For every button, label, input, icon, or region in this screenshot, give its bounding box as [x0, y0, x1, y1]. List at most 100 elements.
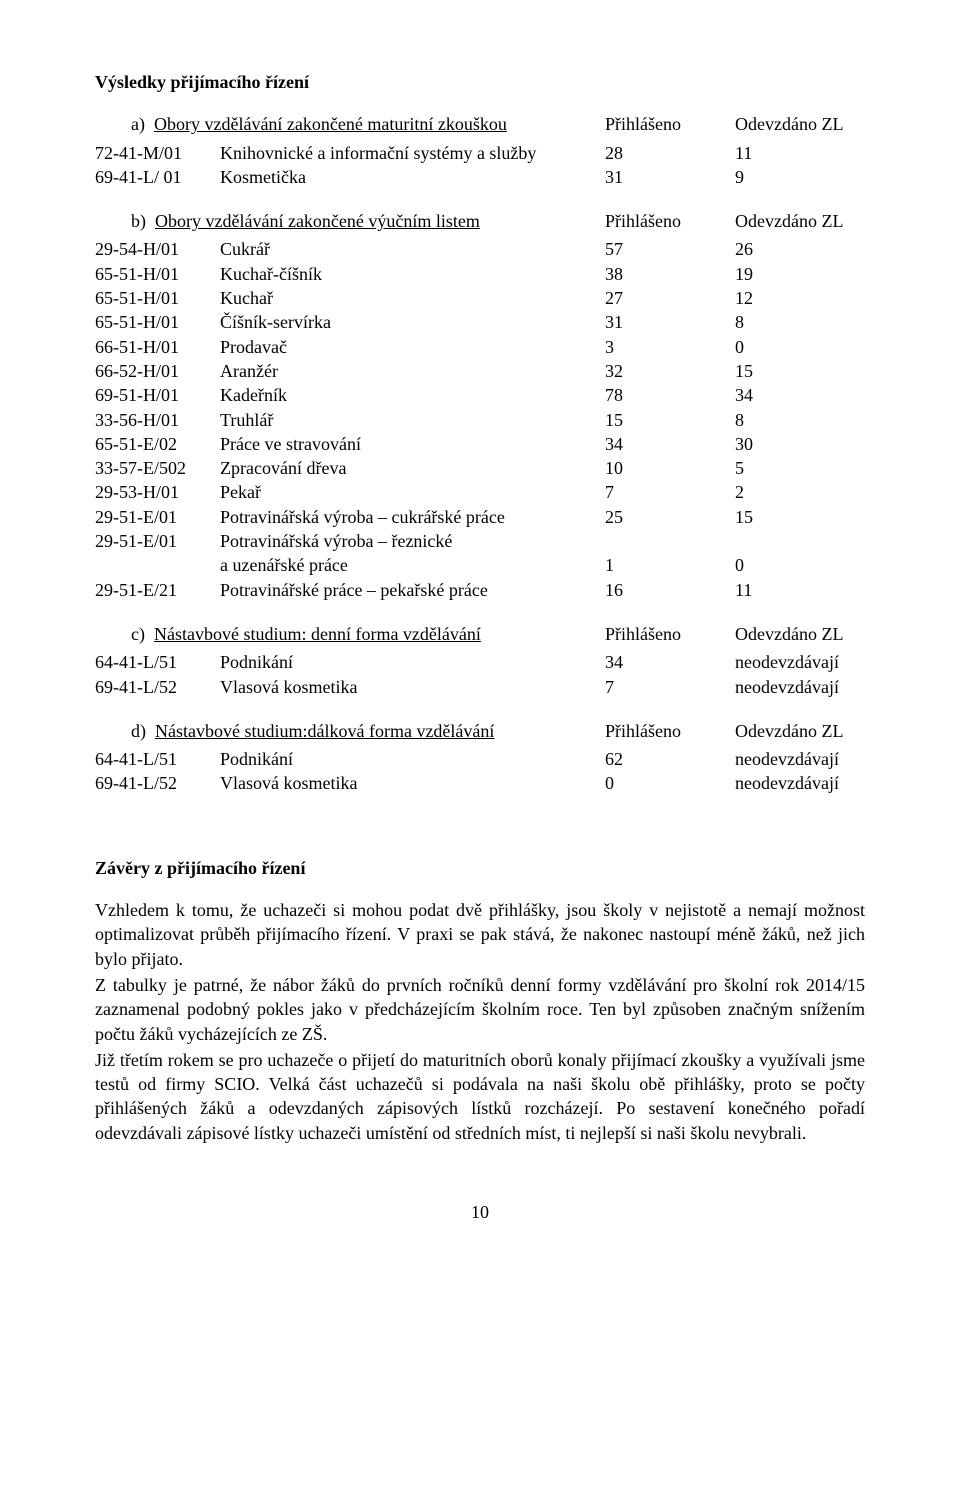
row-code: 29-51-E/01 — [95, 529, 220, 553]
row-applied: 1 — [605, 553, 735, 577]
row-code: 29-51-E/01 — [95, 505, 220, 529]
section-a: a) Obory vzdělávání zakončené maturitní … — [95, 112, 865, 189]
row-submitted: 0 — [735, 553, 865, 577]
row-name: Potravinářská výroba – řeznické — [220, 529, 605, 553]
col-header-applied: Přihlášeno — [605, 112, 735, 136]
table-row: 65-51-H/01Kuchař2712 — [95, 286, 865, 310]
row-name: Kadeřník — [220, 383, 605, 407]
paragraph: Již třetím rokem se pro uchazeče o přije… — [95, 1048, 865, 1145]
row-name: Potravinářské práce – pekařské práce — [220, 578, 605, 602]
row-name: Prodavač — [220, 335, 605, 359]
row-code: 65-51-E/02 — [95, 432, 220, 456]
section-b-heading: Obory vzdělávání zakončené výučním liste… — [155, 211, 480, 231]
row-code: 72-41-M/01 — [95, 141, 220, 165]
row-applied: 62 — [605, 747, 735, 771]
row-submitted: 15 — [735, 359, 865, 383]
section-d: d) Nástavbové studium:dálková forma vzdě… — [95, 719, 865, 796]
row-submitted: 8 — [735, 408, 865, 432]
row-applied: 31 — [605, 165, 735, 189]
row-applied: 7 — [605, 480, 735, 504]
table-row: 66-51-H/01Prodavač30 — [95, 335, 865, 359]
table-row: 72-41-M/01Knihovnické a informační systé… — [95, 141, 865, 165]
table-row: 65-51-H/01Číšník-servírka318 — [95, 310, 865, 334]
row-code: 64-41-L/51 — [95, 747, 220, 771]
table-row: 33-57-E/502Zpracování dřeva105 — [95, 456, 865, 480]
row-name: Potravinářská výroba – cukrářské práce — [220, 505, 605, 529]
col-header-applied: Přihlášeno — [605, 209, 735, 233]
row-code: 33-57-E/502 — [95, 456, 220, 480]
row-code: 65-51-H/01 — [95, 286, 220, 310]
section-c: c) Nástavbové studium: denní forma vzděl… — [95, 622, 865, 699]
paragraph: Vzhledem k tomu, že uchazeči si mohou po… — [95, 898, 865, 971]
table-row: 29-51-E/01 Potravinářská výroba – řeznic… — [95, 529, 865, 553]
row-applied: 15 — [605, 408, 735, 432]
row-code: 65-51-H/01 — [95, 310, 220, 334]
section-c-heading: Nástavbové studium: denní forma vzdělává… — [154, 624, 481, 644]
row-applied: 27 — [605, 286, 735, 310]
row-applied: 16 — [605, 578, 735, 602]
row-submitted — [735, 529, 865, 553]
section-b-label: b) — [131, 211, 146, 231]
row-name: Aranžér — [220, 359, 605, 383]
table-row: 69-41-L/52Vlasová kosmetika7neodevzdávaj… — [95, 675, 865, 699]
row-submitted: 5 — [735, 456, 865, 480]
row-name: Pekař — [220, 480, 605, 504]
paragraph: Z tabulky je patrné, že nábor žáků do pr… — [95, 973, 865, 1046]
table-row: 29-51-E/01Potravinářská výroba – cukrářs… — [95, 505, 865, 529]
row-submitted: neodevzdávají — [735, 747, 865, 771]
row-submitted: 12 — [735, 286, 865, 310]
table-row: 64-41-L/51Podnikání62neodevzdávají — [95, 747, 865, 771]
row-code: 66-51-H/01 — [95, 335, 220, 359]
table-row: 29-53-H/01Pekař72 — [95, 480, 865, 504]
table-row: 69-41-L/ 01Kosmetička319 — [95, 165, 865, 189]
row-applied: 10 — [605, 456, 735, 480]
row-applied: 34 — [605, 432, 735, 456]
row-name: Vlasová kosmetika — [220, 675, 605, 699]
col-header-applied: Přihlášeno — [605, 719, 735, 743]
row-code: 29-51-E/21 — [95, 578, 220, 602]
row-applied: 32 — [605, 359, 735, 383]
row-applied: 25 — [605, 505, 735, 529]
table-row: 69-41-L/52Vlasová kosmetika0neodevzdávaj… — [95, 771, 865, 795]
row-code: 33-56-H/01 — [95, 408, 220, 432]
row-name: Vlasová kosmetika — [220, 771, 605, 795]
row-code: 65-51-H/01 — [95, 262, 220, 286]
row-code: 64-41-L/51 — [95, 650, 220, 674]
row-submitted: 2 — [735, 480, 865, 504]
row-name: Truhlář — [220, 408, 605, 432]
row-code: 29-54-H/01 — [95, 237, 220, 261]
row-applied: 3 — [605, 335, 735, 359]
row-name: Číšník-servírka — [220, 310, 605, 334]
section-b: b) Obory vzdělávání zakončené výučním li… — [95, 209, 865, 602]
row-submitted: 34 — [735, 383, 865, 407]
col-header-submitted: Odevzdáno ZL — [735, 209, 865, 233]
row-applied — [605, 529, 735, 553]
table-row: 69-51-H/01Kadeřník7834 — [95, 383, 865, 407]
row-name: Kuchař — [220, 286, 605, 310]
row-applied: 28 — [605, 141, 735, 165]
row-submitted: 11 — [735, 141, 865, 165]
table-row: 64-41-L/51Podnikání34neodevzdávají — [95, 650, 865, 674]
row-submitted: 26 — [735, 237, 865, 261]
row-submitted: 15 — [735, 505, 865, 529]
section-b-header: b) Obory vzdělávání zakončené výučním li… — [95, 209, 865, 233]
row-name: Kosmetička — [220, 165, 605, 189]
conclusion-title: Závěry z přijímacího řízení — [95, 856, 865, 880]
page-number: 10 — [95, 1200, 865, 1224]
row-submitted: 11 — [735, 578, 865, 602]
section-c-header: c) Nástavbové studium: denní forma vzděl… — [95, 622, 865, 646]
row-submitted: neodevzdávají — [735, 675, 865, 699]
row-submitted: neodevzdávají — [735, 771, 865, 795]
row-applied: 31 — [605, 310, 735, 334]
section-a-heading: Obory vzdělávání zakončené maturitní zko… — [154, 114, 507, 134]
row-submitted: 19 — [735, 262, 865, 286]
row-submitted: neodevzdávají — [735, 650, 865, 674]
row-submitted: 0 — [735, 335, 865, 359]
section-c-label: c) — [131, 624, 145, 644]
section-a-header: a) Obory vzdělávání zakončené maturitní … — [95, 112, 865, 136]
row-code: 66-52-H/01 — [95, 359, 220, 383]
row-code: 69-51-H/01 — [95, 383, 220, 407]
row-submitted: 9 — [735, 165, 865, 189]
row-name: Zpracování dřeva — [220, 456, 605, 480]
row-name: Podnikání — [220, 650, 605, 674]
